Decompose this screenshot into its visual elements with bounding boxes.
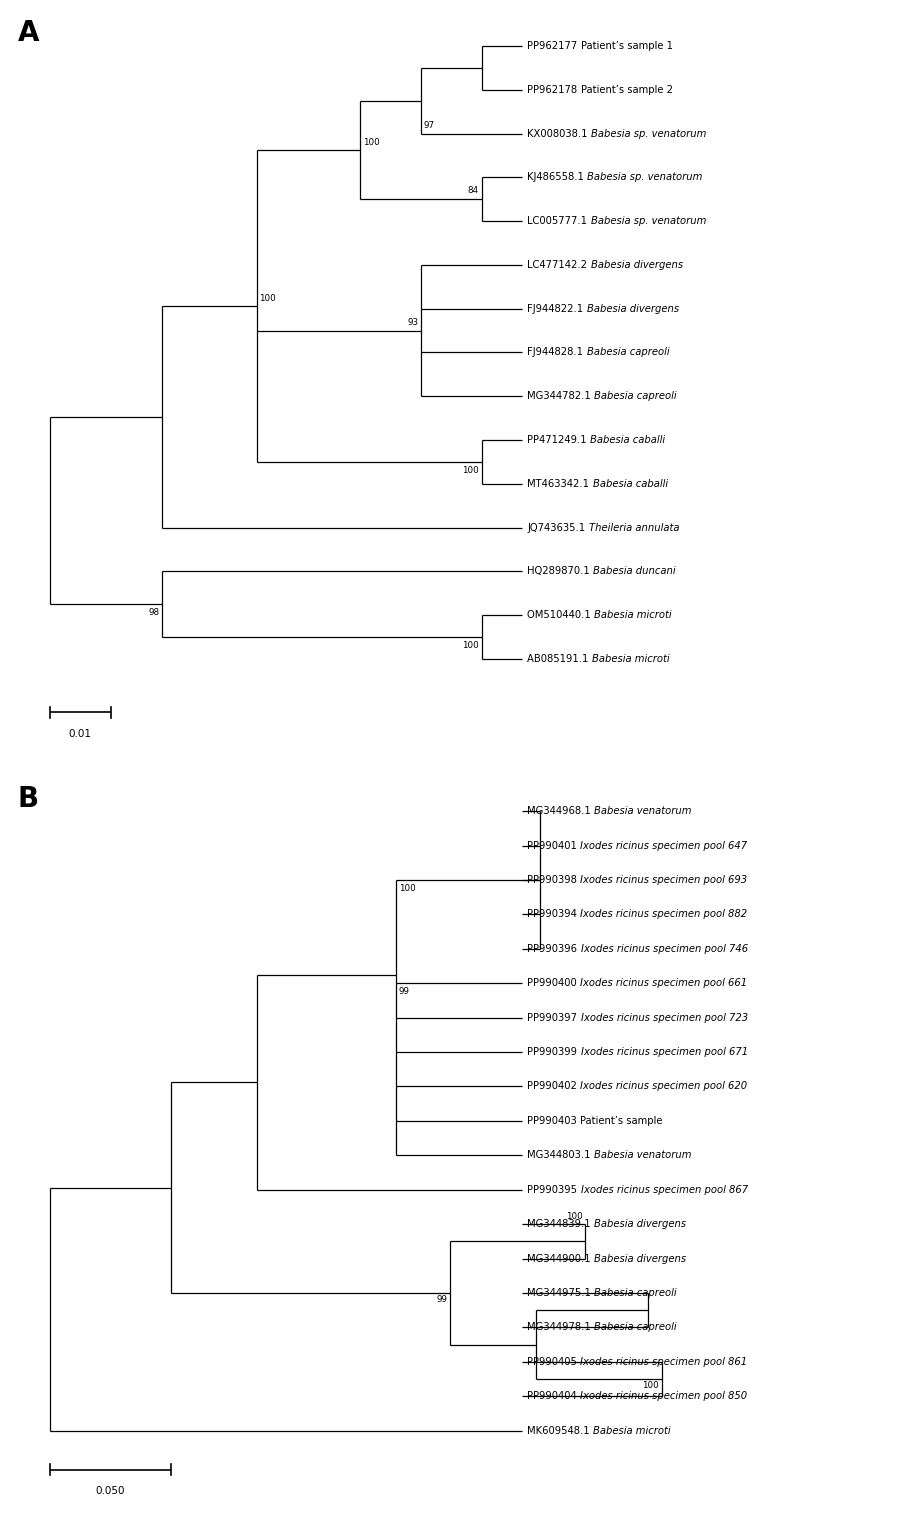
Text: PP990395: PP990395 bbox=[527, 1185, 580, 1195]
Text: Ixodes ricinus specimen pool 671: Ixodes ricinus specimen pool 671 bbox=[580, 1047, 748, 1057]
Text: Patient’s sample 1: Patient’s sample 1 bbox=[580, 41, 673, 52]
Text: Babesia sp. venatorum: Babesia sp. venatorum bbox=[590, 215, 706, 226]
Text: Ixodes ricinus specimen pool 861: Ixodes ricinus specimen pool 861 bbox=[580, 1356, 748, 1367]
Text: Babesia capreoli: Babesia capreoli bbox=[594, 1323, 677, 1332]
Text: PP990400: PP990400 bbox=[527, 978, 580, 988]
Text: FJ944828.1: FJ944828.1 bbox=[527, 347, 587, 358]
Text: Babesia microti: Babesia microti bbox=[593, 1426, 670, 1435]
Text: PP990396: PP990396 bbox=[527, 944, 580, 954]
Text: JQ743635.1: JQ743635.1 bbox=[527, 522, 589, 532]
Text: 100: 100 bbox=[565, 1212, 582, 1221]
Text: 99: 99 bbox=[399, 988, 410, 997]
Text: LC477142.2: LC477142.2 bbox=[527, 259, 590, 270]
Text: Babesia capreoli: Babesia capreoli bbox=[587, 347, 669, 358]
Text: MG344900.1: MG344900.1 bbox=[527, 1253, 594, 1264]
Text: PP990394: PP990394 bbox=[527, 909, 580, 919]
Text: Babesia divergens: Babesia divergens bbox=[587, 303, 679, 314]
Text: Babesia venatorum: Babesia venatorum bbox=[594, 1150, 691, 1161]
Text: Ixodes ricinus specimen pool 746: Ixodes ricinus specimen pool 746 bbox=[580, 944, 748, 954]
Text: PP990404: PP990404 bbox=[527, 1391, 580, 1402]
Text: Ixodes ricinus specimen pool 850: Ixodes ricinus specimen pool 850 bbox=[580, 1391, 747, 1402]
Text: MG344803.1: MG344803.1 bbox=[527, 1150, 594, 1161]
Text: 100: 100 bbox=[642, 1382, 659, 1390]
Text: 0.050: 0.050 bbox=[95, 1487, 125, 1496]
Text: 93: 93 bbox=[408, 319, 418, 328]
Text: PP962178: PP962178 bbox=[527, 85, 580, 94]
Text: Ixodes ricinus specimen pool 647: Ixodes ricinus specimen pool 647 bbox=[580, 840, 748, 851]
Text: Ixodes ricinus specimen pool 867: Ixodes ricinus specimen pool 867 bbox=[580, 1185, 748, 1195]
Text: MG344975.1: MG344975.1 bbox=[527, 1288, 594, 1299]
Text: FJ944822.1: FJ944822.1 bbox=[527, 303, 587, 314]
Text: MG344782.1: MG344782.1 bbox=[527, 391, 594, 400]
Text: MT463342.1: MT463342.1 bbox=[527, 479, 592, 488]
Text: Babesia caballi: Babesia caballi bbox=[592, 479, 668, 488]
Text: PP990397: PP990397 bbox=[527, 1013, 580, 1022]
Text: A: A bbox=[18, 20, 40, 47]
Text: MK609548.1: MK609548.1 bbox=[527, 1426, 593, 1435]
Text: Babesia divergens: Babesia divergens bbox=[594, 1220, 687, 1229]
Text: Patient’s sample: Patient’s sample bbox=[580, 1117, 662, 1126]
Text: 98: 98 bbox=[148, 608, 159, 617]
Text: Babesia caballi: Babesia caballi bbox=[590, 435, 665, 444]
Text: PP471249.1: PP471249.1 bbox=[527, 435, 590, 444]
Text: B: B bbox=[18, 784, 39, 813]
Text: PP990399: PP990399 bbox=[527, 1047, 580, 1057]
Text: 97: 97 bbox=[424, 121, 435, 129]
Text: Babesia divergens: Babesia divergens bbox=[594, 1253, 687, 1264]
Text: LC005777.1: LC005777.1 bbox=[527, 215, 590, 226]
Text: Babesia divergens: Babesia divergens bbox=[590, 259, 682, 270]
Text: Ixodes ricinus specimen pool 620: Ixodes ricinus specimen pool 620 bbox=[580, 1082, 748, 1091]
Text: OM510440.1: OM510440.1 bbox=[527, 610, 594, 620]
Text: Ixodes ricinus specimen pool 693: Ixodes ricinus specimen pool 693 bbox=[580, 875, 748, 884]
Text: PP990401: PP990401 bbox=[527, 840, 580, 851]
Text: Babesia microti: Babesia microti bbox=[594, 610, 672, 620]
Text: PP990402: PP990402 bbox=[527, 1082, 580, 1091]
Text: Theileria annulata: Theileria annulata bbox=[589, 522, 680, 532]
Text: PP990398: PP990398 bbox=[527, 875, 580, 884]
Text: 100: 100 bbox=[399, 884, 416, 892]
Text: Patient’s sample 2: Patient’s sample 2 bbox=[580, 85, 672, 94]
Text: 99: 99 bbox=[436, 1296, 447, 1305]
Text: 100: 100 bbox=[363, 138, 380, 147]
Text: MG344839.1: MG344839.1 bbox=[527, 1220, 594, 1229]
Text: 0.01: 0.01 bbox=[68, 730, 92, 739]
Text: HQ289870.1: HQ289870.1 bbox=[527, 566, 593, 576]
Text: MG344978.1: MG344978.1 bbox=[527, 1323, 594, 1332]
Text: AB085191.1: AB085191.1 bbox=[527, 654, 592, 664]
Text: 100: 100 bbox=[462, 640, 479, 649]
Text: Babesia capreoli: Babesia capreoli bbox=[594, 391, 677, 400]
Text: 100: 100 bbox=[259, 294, 276, 303]
Text: Ixodes ricinus specimen pool 882: Ixodes ricinus specimen pool 882 bbox=[580, 909, 748, 919]
Text: Babesia duncani: Babesia duncani bbox=[593, 566, 676, 576]
Text: Babesia microti: Babesia microti bbox=[592, 654, 670, 664]
Text: MG344968.1: MG344968.1 bbox=[527, 806, 594, 816]
Text: Ixodes ricinus specimen pool 723: Ixodes ricinus specimen pool 723 bbox=[580, 1013, 748, 1022]
Text: PP990403: PP990403 bbox=[527, 1117, 580, 1126]
Text: 84: 84 bbox=[468, 187, 479, 196]
Text: Babesia sp. venatorum: Babesia sp. venatorum bbox=[588, 173, 703, 182]
Text: PP990405: PP990405 bbox=[527, 1356, 580, 1367]
Text: KJ486558.1: KJ486558.1 bbox=[527, 173, 588, 182]
Text: 100: 100 bbox=[462, 466, 479, 475]
Text: KX008038.1: KX008038.1 bbox=[527, 129, 591, 138]
Text: Ixodes ricinus specimen pool 661: Ixodes ricinus specimen pool 661 bbox=[580, 978, 747, 988]
Text: Babesia sp. venatorum: Babesia sp. venatorum bbox=[591, 129, 707, 138]
Text: PP962177: PP962177 bbox=[527, 41, 580, 52]
Text: Babesia capreoli: Babesia capreoli bbox=[594, 1288, 677, 1299]
Text: Babesia venatorum: Babesia venatorum bbox=[594, 806, 692, 816]
